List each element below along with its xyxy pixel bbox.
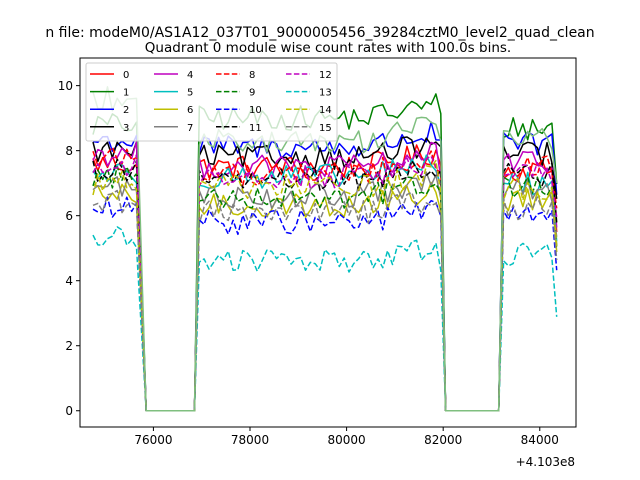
y-tick-label: 8 <box>65 144 73 158</box>
y-tick-label: 6 <box>65 209 73 223</box>
axes-layer: 76000 78000 80000 82000 84000 0 2 4 6 8 10 <box>58 79 559 447</box>
y-tick-label: 10 <box>58 79 73 93</box>
x-tick-label: 84000 <box>521 433 559 447</box>
legend-label: 9 <box>249 88 255 99</box>
legend-label: 6 <box>187 105 193 116</box>
legend-label: 5 <box>187 88 193 99</box>
legend-frame <box>85 62 338 142</box>
x-tick-label: 82000 <box>424 433 462 447</box>
series-layer <box>92 86 558 412</box>
x-tick-label: 78000 <box>231 433 269 447</box>
y-tick-label: 4 <box>65 274 73 288</box>
y-tick-label: 0 <box>65 404 73 418</box>
legend-label: 10 <box>249 105 262 116</box>
legend-label: 3 <box>123 123 129 134</box>
y-tick-label: 2 <box>65 339 73 353</box>
legend-label: 0 <box>123 70 129 81</box>
chart-suptitle: n file: modeM0/AS1A12_037T01_9000005456_… <box>45 25 594 41</box>
legend-label: 11 <box>249 123 262 134</box>
x-tick-label: 80000 <box>328 433 366 447</box>
legend-label: 15 <box>319 123 332 134</box>
legend-label: 7 <box>187 123 193 134</box>
x-tick-label: 76000 <box>134 433 172 447</box>
x-axis-offset-label: +4.103e8 <box>516 455 575 469</box>
chart-title: Quadrant 0 module wise count rates with … <box>145 40 511 56</box>
legend-label: 12 <box>319 70 332 81</box>
legend-label: 4 <box>187 70 193 81</box>
series-line-extra <box>92 86 558 412</box>
legend-label: 2 <box>123 105 129 116</box>
legend-label: 14 <box>319 105 332 116</box>
legend-label: 8 <box>249 70 255 81</box>
legend-label: 1 <box>123 88 129 99</box>
legend-label: 13 <box>319 88 332 99</box>
